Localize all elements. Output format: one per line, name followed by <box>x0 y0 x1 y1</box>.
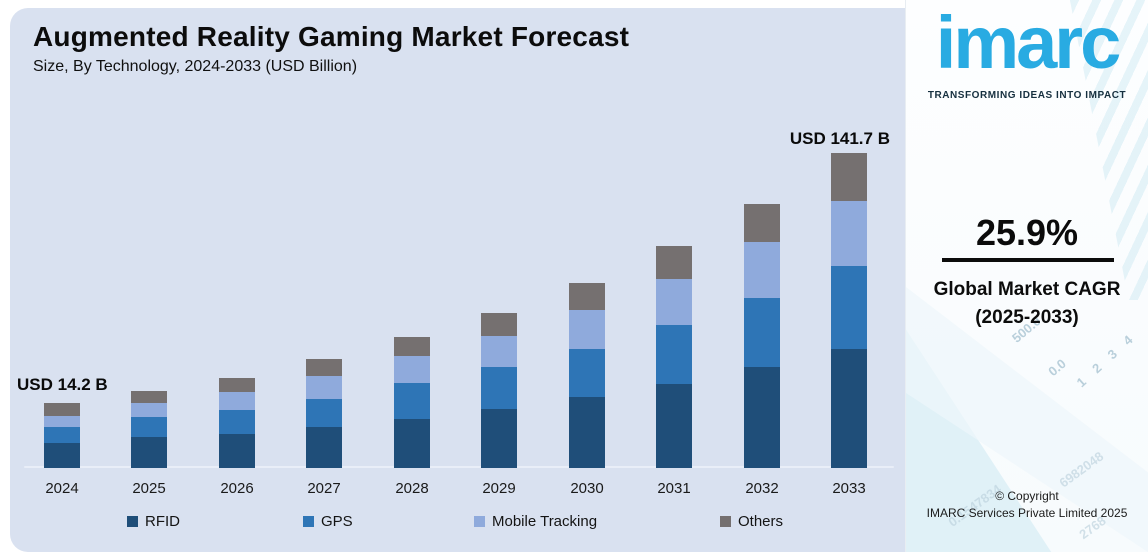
bar-2027-rfid-segment <box>306 427 342 468</box>
bar-2032-gps-segment <box>744 298 780 367</box>
x-axis-label-2031: 2031 <box>657 480 691 497</box>
bar-2026-others-segment <box>219 378 255 392</box>
bar-2032 <box>744 204 780 468</box>
x-axis-label-2029: 2029 <box>482 480 516 497</box>
bar-2033-mobile-tracking-segment <box>831 201 867 266</box>
chart-card: Augmented Reality Gaming Market Forecast… <box>10 8 905 552</box>
bar-2027 <box>306 359 342 468</box>
bar-2031-mobile-tracking-segment <box>656 279 692 325</box>
page-title: Augmented Reality Gaming Market Forecast <box>33 21 630 52</box>
bar-2026 <box>219 378 255 468</box>
bar-2027-gps-segment <box>306 399 342 427</box>
legend-item-mobile-tracking: Mobile Tracking <box>474 513 597 530</box>
bar-2030-mobile-tracking-segment <box>569 310 605 349</box>
bar-2024-mobile-tracking-segment <box>44 416 80 427</box>
bar-2032-rfid-segment <box>744 367 780 468</box>
bar-2025-mobile-tracking-segment <box>131 403 167 417</box>
bar-2028-mobile-tracking-segment <box>394 356 430 383</box>
legend-label-gps: GPS <box>321 513 353 530</box>
bar-2025-gps-segment <box>131 417 167 437</box>
bar-2031-gps-segment <box>656 325 692 384</box>
bar-2026-rfid-segment <box>219 434 255 468</box>
others-legend-swatch <box>720 516 731 527</box>
bar-2030-others-segment <box>569 283 605 310</box>
bar-2025 <box>131 391 167 468</box>
x-axis-label-2028: 2028 <box>395 480 429 497</box>
x-axis-label-2030: 2030 <box>570 480 604 497</box>
copyright-line2: IMARC Services Private Limited 2025 <box>926 506 1128 521</box>
bar-2028-others-segment <box>394 337 430 356</box>
bar-2027-mobile-tracking-segment <box>306 376 342 399</box>
bar-2024 <box>44 403 80 468</box>
imarc-logo: imarc <box>935 1 1121 84</box>
x-axis-label-2025: 2025 <box>132 480 166 497</box>
panel-decor-number: 0.0 <box>1045 355 1069 380</box>
bar-2033-rfid-segment <box>831 349 867 468</box>
bar-2031-others-segment <box>656 246 692 279</box>
bar-2033-gps-segment <box>831 266 867 349</box>
data-label-2024: USD 14.2 B <box>17 375 108 394</box>
legend-label-mobile-tracking: Mobile Tracking <box>492 513 598 530</box>
x-axis-label-2026: 2026 <box>220 480 254 497</box>
gps-legend-swatch <box>303 516 314 527</box>
bar-2028-gps-segment <box>394 383 430 419</box>
bar-2024-others-segment <box>44 403 80 416</box>
bar-2029-rfid-segment <box>481 409 517 468</box>
bar-2030-rfid-segment <box>569 397 605 468</box>
bar-2028 <box>394 337 430 468</box>
bar-2033 <box>831 153 867 468</box>
bar-2025-others-segment <box>131 391 167 403</box>
copyright: © Copyright IMARC Services Private Limit… <box>906 488 1148 523</box>
imarc-tagline: TRANSFORMING IDEAS INTO IMPACT <box>927 90 1127 101</box>
bar-2031-rfid-segment <box>656 384 692 468</box>
bar-2030-gps-segment <box>569 349 605 397</box>
cagr-underline <box>942 258 1114 262</box>
bar-2029-mobile-tracking-segment <box>481 336 517 367</box>
bar-2026-mobile-tracking-segment <box>219 392 255 410</box>
copyright-line1: © Copyright <box>995 489 1059 503</box>
bar-2024-rfid-segment <box>44 443 80 468</box>
bar-2030 <box>569 283 605 468</box>
legend-item-gps: GPS <box>303 513 353 530</box>
panel-decor-number: 1 2 3 4 <box>1073 328 1140 391</box>
cagr-label-line2: (2025-2033) <box>975 306 1079 328</box>
page-subtitle: Size, By Technology, 2024-2033 (USD Bill… <box>33 58 358 75</box>
x-axis-line <box>24 466 894 468</box>
bar-2029 <box>481 313 517 468</box>
bar-2028-rfid-segment <box>394 419 430 468</box>
bar-2027-others-segment <box>306 359 342 376</box>
legend-item-others: Others <box>720 513 783 530</box>
bar-2029-others-segment <box>481 313 517 336</box>
bar-2031 <box>656 246 692 468</box>
cagr-label: Global Market CAGR (2025-2033) <box>906 276 1148 331</box>
bar-2032-mobile-tracking-segment <box>744 242 780 298</box>
x-axis-label-2024: 2024 <box>45 480 79 497</box>
data-label-2033: USD 141.7 B <box>789 129 890 148</box>
legend-label-others: Others <box>738 513 784 530</box>
x-axis-label-2032: 2032 <box>745 480 779 497</box>
legend-label-rfid: RFID <box>145 513 180 530</box>
bar-2033-others-segment <box>831 153 867 201</box>
bar-2024-gps-segment <box>44 427 80 443</box>
bar-2026-gps-segment <box>219 410 255 434</box>
bar-2029-gps-segment <box>481 367 517 409</box>
bar-2032-others-segment <box>744 204 780 242</box>
x-axis-label-2027: 2027 <box>307 480 341 497</box>
bar-2025-rfid-segment <box>131 437 167 468</box>
rfid-legend-swatch <box>127 516 138 527</box>
x-axis-label-2033: 2033 <box>832 480 866 497</box>
cagr-value: 25.9% <box>975 212 1079 253</box>
mobile-tracking-legend-swatch <box>474 516 485 527</box>
cagr-label-line1: Global Market CAGR <box>933 279 1121 300</box>
brand-panel: 500.0 0.0 1 2 3 4 6982048 0.1547834 2768… <box>905 0 1148 552</box>
legend-item-rfid: RFID <box>127 513 180 530</box>
